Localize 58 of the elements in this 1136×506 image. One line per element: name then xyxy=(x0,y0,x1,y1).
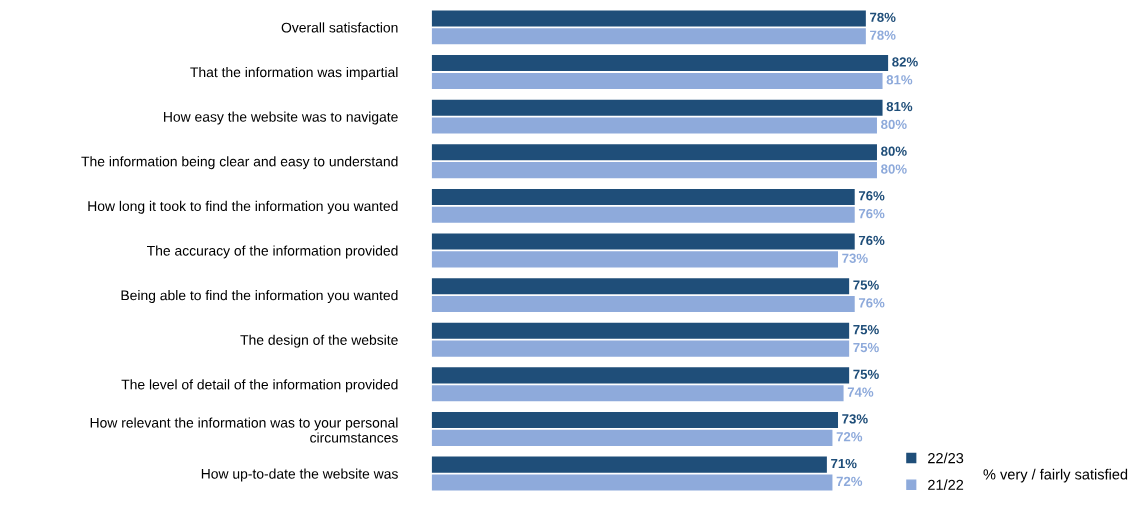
y-tick-label: How long it took to find the information you wanted xyxy=(88,200,398,214)
bar xyxy=(431,251,839,268)
data-label: 73% xyxy=(842,414,868,424)
data-label: 76% xyxy=(858,191,885,201)
data-label: 80% xyxy=(881,164,907,174)
data-label: 75% xyxy=(853,369,879,379)
bar xyxy=(431,295,855,313)
data-label: 81% xyxy=(886,75,913,85)
bar xyxy=(431,385,844,402)
bar xyxy=(431,10,866,27)
y-tick-label: Being able to find the information you wanted xyxy=(121,290,398,303)
y-tick-label: How easy the website was to navigate xyxy=(164,111,398,125)
bar xyxy=(431,367,850,384)
legend-label: 22/23 xyxy=(928,452,964,464)
y-tick-label: The level of detail of the information provided xyxy=(121,379,398,393)
bar xyxy=(431,117,877,134)
bar xyxy=(431,411,839,429)
data-label: 72% xyxy=(836,476,863,487)
bar xyxy=(431,162,877,179)
data-label: 74% xyxy=(847,387,874,397)
bar xyxy=(431,340,850,357)
bar xyxy=(431,429,833,446)
y-tick-label: Overall satisfaction xyxy=(281,22,398,33)
data-label: 80% xyxy=(881,146,907,156)
bar xyxy=(431,144,877,161)
data-label: 75% xyxy=(853,325,879,335)
bar xyxy=(431,99,883,116)
bar xyxy=(431,474,833,491)
y-tick-label: That the information was impartial xyxy=(190,66,398,80)
data-label: 76% xyxy=(858,208,885,219)
data-label: 73% xyxy=(842,253,868,263)
bar xyxy=(431,188,855,205)
bar xyxy=(431,55,889,72)
data-label: 72% xyxy=(836,432,863,442)
data-label: 82% xyxy=(892,57,918,67)
text: % very / fairly satisfied xyxy=(983,468,1128,483)
data-label: 78% xyxy=(870,30,896,40)
bar xyxy=(431,72,883,89)
y-tick-label: The accuracy of the information provided xyxy=(147,245,398,259)
data-label: 71% xyxy=(831,458,857,469)
bar xyxy=(431,322,850,339)
data-label: 78% xyxy=(870,12,896,22)
y-tick-label: The information being clear and easy to understand xyxy=(81,156,398,170)
y-tick-label: The design of the website xyxy=(240,334,398,348)
data-label: 81% xyxy=(886,101,913,112)
bar xyxy=(431,233,855,250)
data-label: 75% xyxy=(853,342,879,353)
legend-label: 21/22 xyxy=(928,479,964,490)
data-label: 76% xyxy=(858,298,885,308)
data-label: 75% xyxy=(853,280,879,290)
data-label: 76% xyxy=(858,235,885,246)
data-label: 80% xyxy=(881,119,907,130)
bar xyxy=(431,28,866,45)
bar xyxy=(431,206,855,223)
y-tick-label: How relevant the information was to your personal circumstances xyxy=(90,417,398,443)
bar xyxy=(431,456,827,473)
y-tick-label: How up-to-date the website was xyxy=(201,468,398,482)
bar xyxy=(431,278,850,295)
